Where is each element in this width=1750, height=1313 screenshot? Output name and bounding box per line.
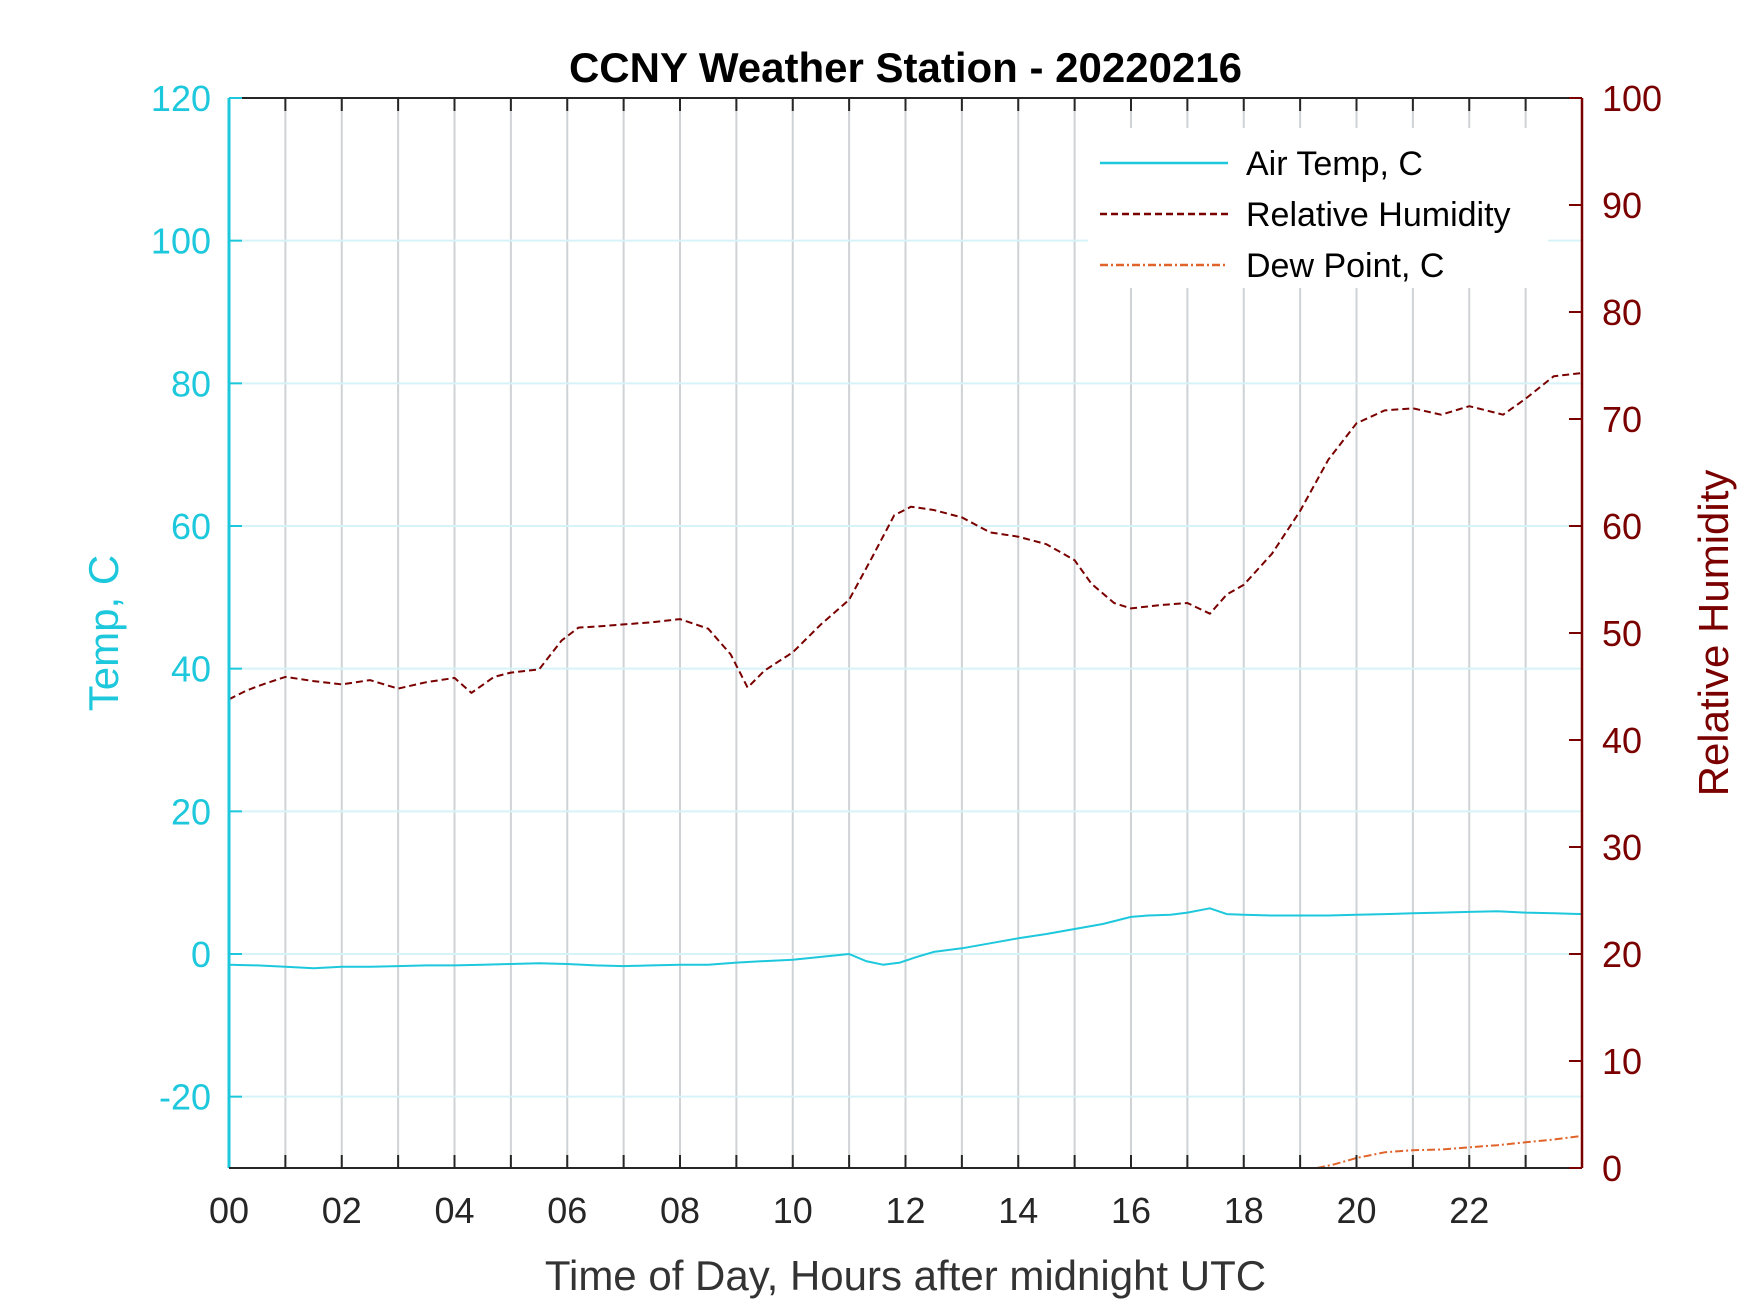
left-y-tick-label: 0 [191, 934, 211, 975]
right-y-tick-label: 90 [1602, 185, 1642, 226]
left-y-tick-label: 100 [151, 221, 211, 262]
left-y-tick-label: 20 [171, 791, 211, 832]
right-y-tick-label: 40 [1602, 720, 1642, 761]
legend-entry-2: Dew Point, C [1246, 247, 1444, 285]
x-tick-label: 12 [885, 1190, 925, 1231]
left-y-tick-label: 80 [171, 363, 211, 404]
x-tick-label: 16 [1111, 1190, 1151, 1231]
x-tick-label: 04 [434, 1190, 474, 1231]
x-tick-label: 00 [209, 1190, 249, 1231]
left-y-tick-label: 40 [171, 649, 211, 690]
legend: Air Temp, C Relative Humidity Dew Point, C [1088, 128, 1548, 288]
chart-title: CCNY Weather Station - 20220216 [569, 44, 1242, 91]
legend-entry-1: Relative Humidity [1246, 196, 1511, 234]
right-y-tick-label: 50 [1602, 613, 1642, 654]
right-y-tick-label: 70 [1602, 399, 1642, 440]
series-line-1 [228, 372, 1583, 701]
x-tick-label: 22 [1449, 1190, 1489, 1231]
right-y-tick-label: 20 [1602, 934, 1642, 975]
right-y-tick-label: 0 [1602, 1148, 1622, 1189]
right-y-tick-label: 80 [1602, 292, 1642, 333]
left-y-tick-label: 120 [151, 78, 211, 119]
right-y-tick-label: 30 [1602, 827, 1642, 868]
series-layer [228, 372, 1583, 1169]
left-y-tick-label: -20 [159, 1077, 211, 1118]
left-y-axis-label: Temp, C [80, 555, 127, 711]
right-y-axis-label: Relative Humidity [1690, 470, 1737, 797]
series-line-2 [1316, 1134, 1583, 1169]
right-y-tick-label: 10 [1602, 1041, 1642, 1082]
x-tick-label: 18 [1224, 1190, 1264, 1231]
x-tick-label: 02 [322, 1190, 362, 1231]
x-tick-label: 08 [660, 1190, 700, 1231]
right-y-tick-label: 60 [1602, 506, 1642, 547]
left-y-tick-label: 60 [171, 506, 211, 547]
legend-box [1088, 128, 1548, 288]
legend-entry-0: Air Temp, C [1246, 145, 1423, 183]
series-line-0 [228, 907, 1583, 970]
right-y-tick-label: 100 [1602, 78, 1662, 119]
ticks-layer: 00 02 04 06 08 10 12 14 16 18 20 22-200204060801001… [151, 78, 1662, 1231]
x-tick-label: 14 [998, 1190, 1038, 1231]
x-tick-label: 06 [547, 1190, 587, 1231]
x-tick-label: 20 [1336, 1190, 1376, 1231]
x-axis-label: Time of Day, Hours after midnight UTC [545, 1252, 1266, 1299]
x-tick-label: 10 [773, 1190, 813, 1231]
